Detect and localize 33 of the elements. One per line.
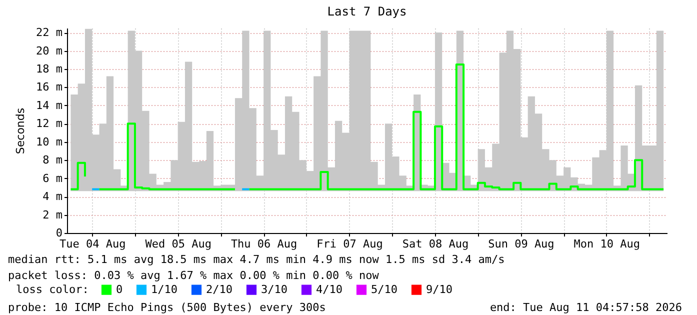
legend-title: loss color: bbox=[16, 283, 89, 296]
text: probe: 10 ICMP Echo Pings (500 Bytes) every 300s bbox=[8, 301, 326, 314]
text: end: Tue Aug 11 04:57:58 2026 bbox=[490, 301, 682, 314]
x-tick-label: Sat 08 Aug bbox=[402, 238, 469, 250]
legend-label: 5/10 bbox=[371, 282, 398, 296]
chart-title: Last 7 Days bbox=[327, 4, 407, 19]
y-tick-label: 10 m bbox=[36, 135, 63, 148]
legend-label: 2/10 bbox=[206, 282, 232, 296]
text: packet loss: 0.03 % avg 1.67 % max 0.00 % min 0.00 % now bbox=[8, 269, 380, 282]
legend-label: 0 bbox=[116, 282, 123, 296]
y-tick-label: 0 bbox=[56, 226, 62, 240]
legend-label: 9/10 bbox=[426, 282, 452, 296]
y-tick-label: 14 m bbox=[36, 98, 63, 112]
y-tick-label: 8 m bbox=[42, 154, 63, 167]
y-tick-label: 12 m bbox=[36, 117, 63, 130]
x-tick-label: Thu 06 Aug bbox=[230, 238, 298, 250]
x-tick-label: Tue 04 Aug bbox=[60, 238, 126, 250]
y-tick-label: 22 m bbox=[36, 26, 63, 40]
y-tick-label: 16 m bbox=[36, 80, 63, 94]
x-tick-label: Mon 10 Aug bbox=[574, 238, 640, 250]
y-tick-label: 20 m bbox=[36, 44, 63, 58]
x-tick-label: Wed 05 Aug bbox=[145, 238, 212, 250]
x-tick-label: Fri 07 Aug bbox=[316, 238, 383, 250]
y-tick-label: 18 m bbox=[36, 62, 63, 76]
legend-label: 1/10 bbox=[151, 282, 178, 296]
y-tick-label: 6 m bbox=[42, 172, 63, 185]
legend-label: 3/10 bbox=[261, 282, 288, 296]
x-tick-label: Sun 09 Aug bbox=[488, 238, 554, 250]
y-tick-label: 4 m bbox=[42, 190, 63, 204]
text: median rtt: 5.1 ms avg 18.5 ms max 4.7 ms min 4.9 ms now 1.5 ms sd 3.4 am/s bbox=[8, 253, 505, 266]
y-axis-title: Seconds bbox=[14, 108, 28, 154]
legend-label: 4/10 bbox=[316, 282, 342, 296]
y-tick-label: 2 m bbox=[42, 208, 63, 222]
